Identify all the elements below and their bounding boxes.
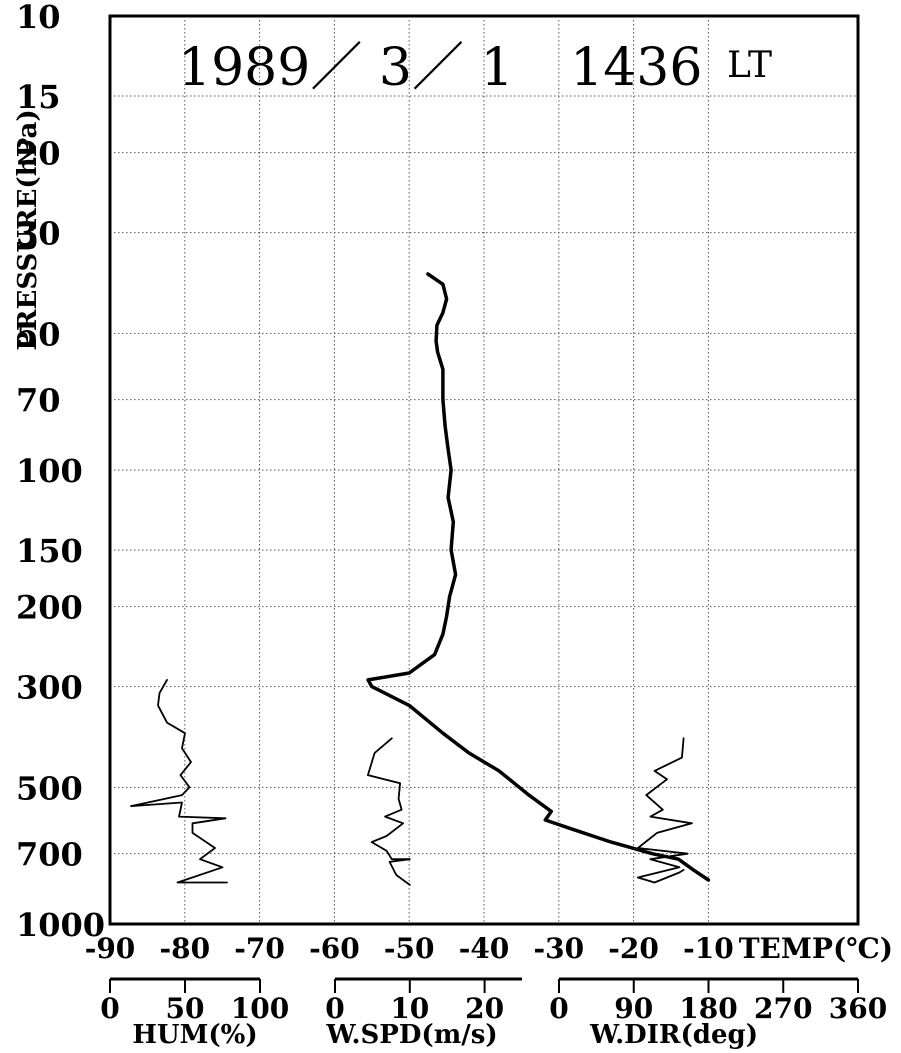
pressure-tick-label: 150: [16, 532, 83, 570]
secondary-axes: 0 50 100 0 10 20 0 90 180 270 360: [100, 977, 887, 1025]
pressure-tick-label: 300: [16, 669, 83, 707]
temp-tick-label: -30: [534, 932, 585, 965]
temp-tick-label: -70: [234, 932, 285, 965]
temp-tick-label: -80: [160, 932, 211, 965]
plot-frame: [108, 14, 860, 926]
temp-tick-label: -20: [608, 932, 659, 965]
wspd-profile-line: [367, 737, 411, 886]
temp-tick-label: -40: [459, 932, 510, 965]
data-series: [130, 272, 711, 886]
wspd-tick-label: 0: [325, 992, 344, 1025]
pressure-tick-label: 1000: [16, 906, 105, 944]
hum-tick-label: 50: [166, 992, 205, 1025]
title-time: 1436: [570, 38, 702, 98]
temp-tick-label: -50: [384, 932, 435, 965]
wdir-tick-label: 90: [614, 992, 653, 1025]
hum-profile-line: [130, 679, 228, 884]
temp-tick-label: -90: [85, 932, 136, 965]
title-date: 1989／ 3／ 1: [178, 38, 514, 98]
pressure-tick-label: 10: [16, 0, 61, 36]
title-suffix: LT: [727, 45, 772, 86]
temp-tick-label: -10: [683, 932, 734, 965]
wdir-tick-label: 270: [754, 992, 812, 1025]
temp-profile-line: [366, 272, 711, 882]
y-axis-label: PRESSURE(hPa): [13, 109, 43, 350]
pressure-tick-label: 200: [16, 589, 83, 627]
temp-tick-label: -60: [309, 932, 360, 965]
pressure-tick-label: 500: [16, 769, 83, 807]
hum-tick-label: 0: [100, 992, 119, 1025]
chart-title: 1989／ 3／ 1 1436 LT: [178, 38, 772, 98]
hum-axis-label: HUM(%): [132, 1020, 257, 1050]
pressure-tick-label: 700: [16, 836, 83, 874]
pressure-tick-label: 70: [16, 382, 61, 420]
pressure-tick-label: 15: [16, 78, 61, 116]
wdir-profile-line: [637, 737, 693, 884]
wdir-tick-label: 180: [679, 992, 737, 1025]
hum-tick-label: 100: [231, 992, 289, 1025]
wdir-tick-label: 360: [829, 992, 887, 1025]
wspd-tick-label: 20: [465, 992, 504, 1025]
pressure-tick-label: 50: [16, 315, 61, 353]
pressure-tick-labels: 10 15 20 30 50 70 100 150 200 300 500 700 1000: [16, 0, 105, 944]
temp-tick-labels: -90 -80 -70 -60 -50 -40 -30 -20 -10: [85, 932, 734, 965]
wdir-tick-label: 0: [549, 992, 568, 1025]
pressure-tick-label: 100: [16, 452, 83, 490]
temp-axis-label: TEMP(℃): [739, 932, 893, 965]
pressure-tick-label: 20: [16, 135, 61, 173]
wspd-tick-label: 10: [390, 992, 429, 1025]
pressure-tick-label: 30: [16, 215, 61, 253]
grid-lines: [109, 15, 858, 925]
wdir-axis-label: W.DIR(deg): [589, 1020, 758, 1050]
wspd-axis-label: W.SPD(m/s): [325, 1020, 497, 1050]
